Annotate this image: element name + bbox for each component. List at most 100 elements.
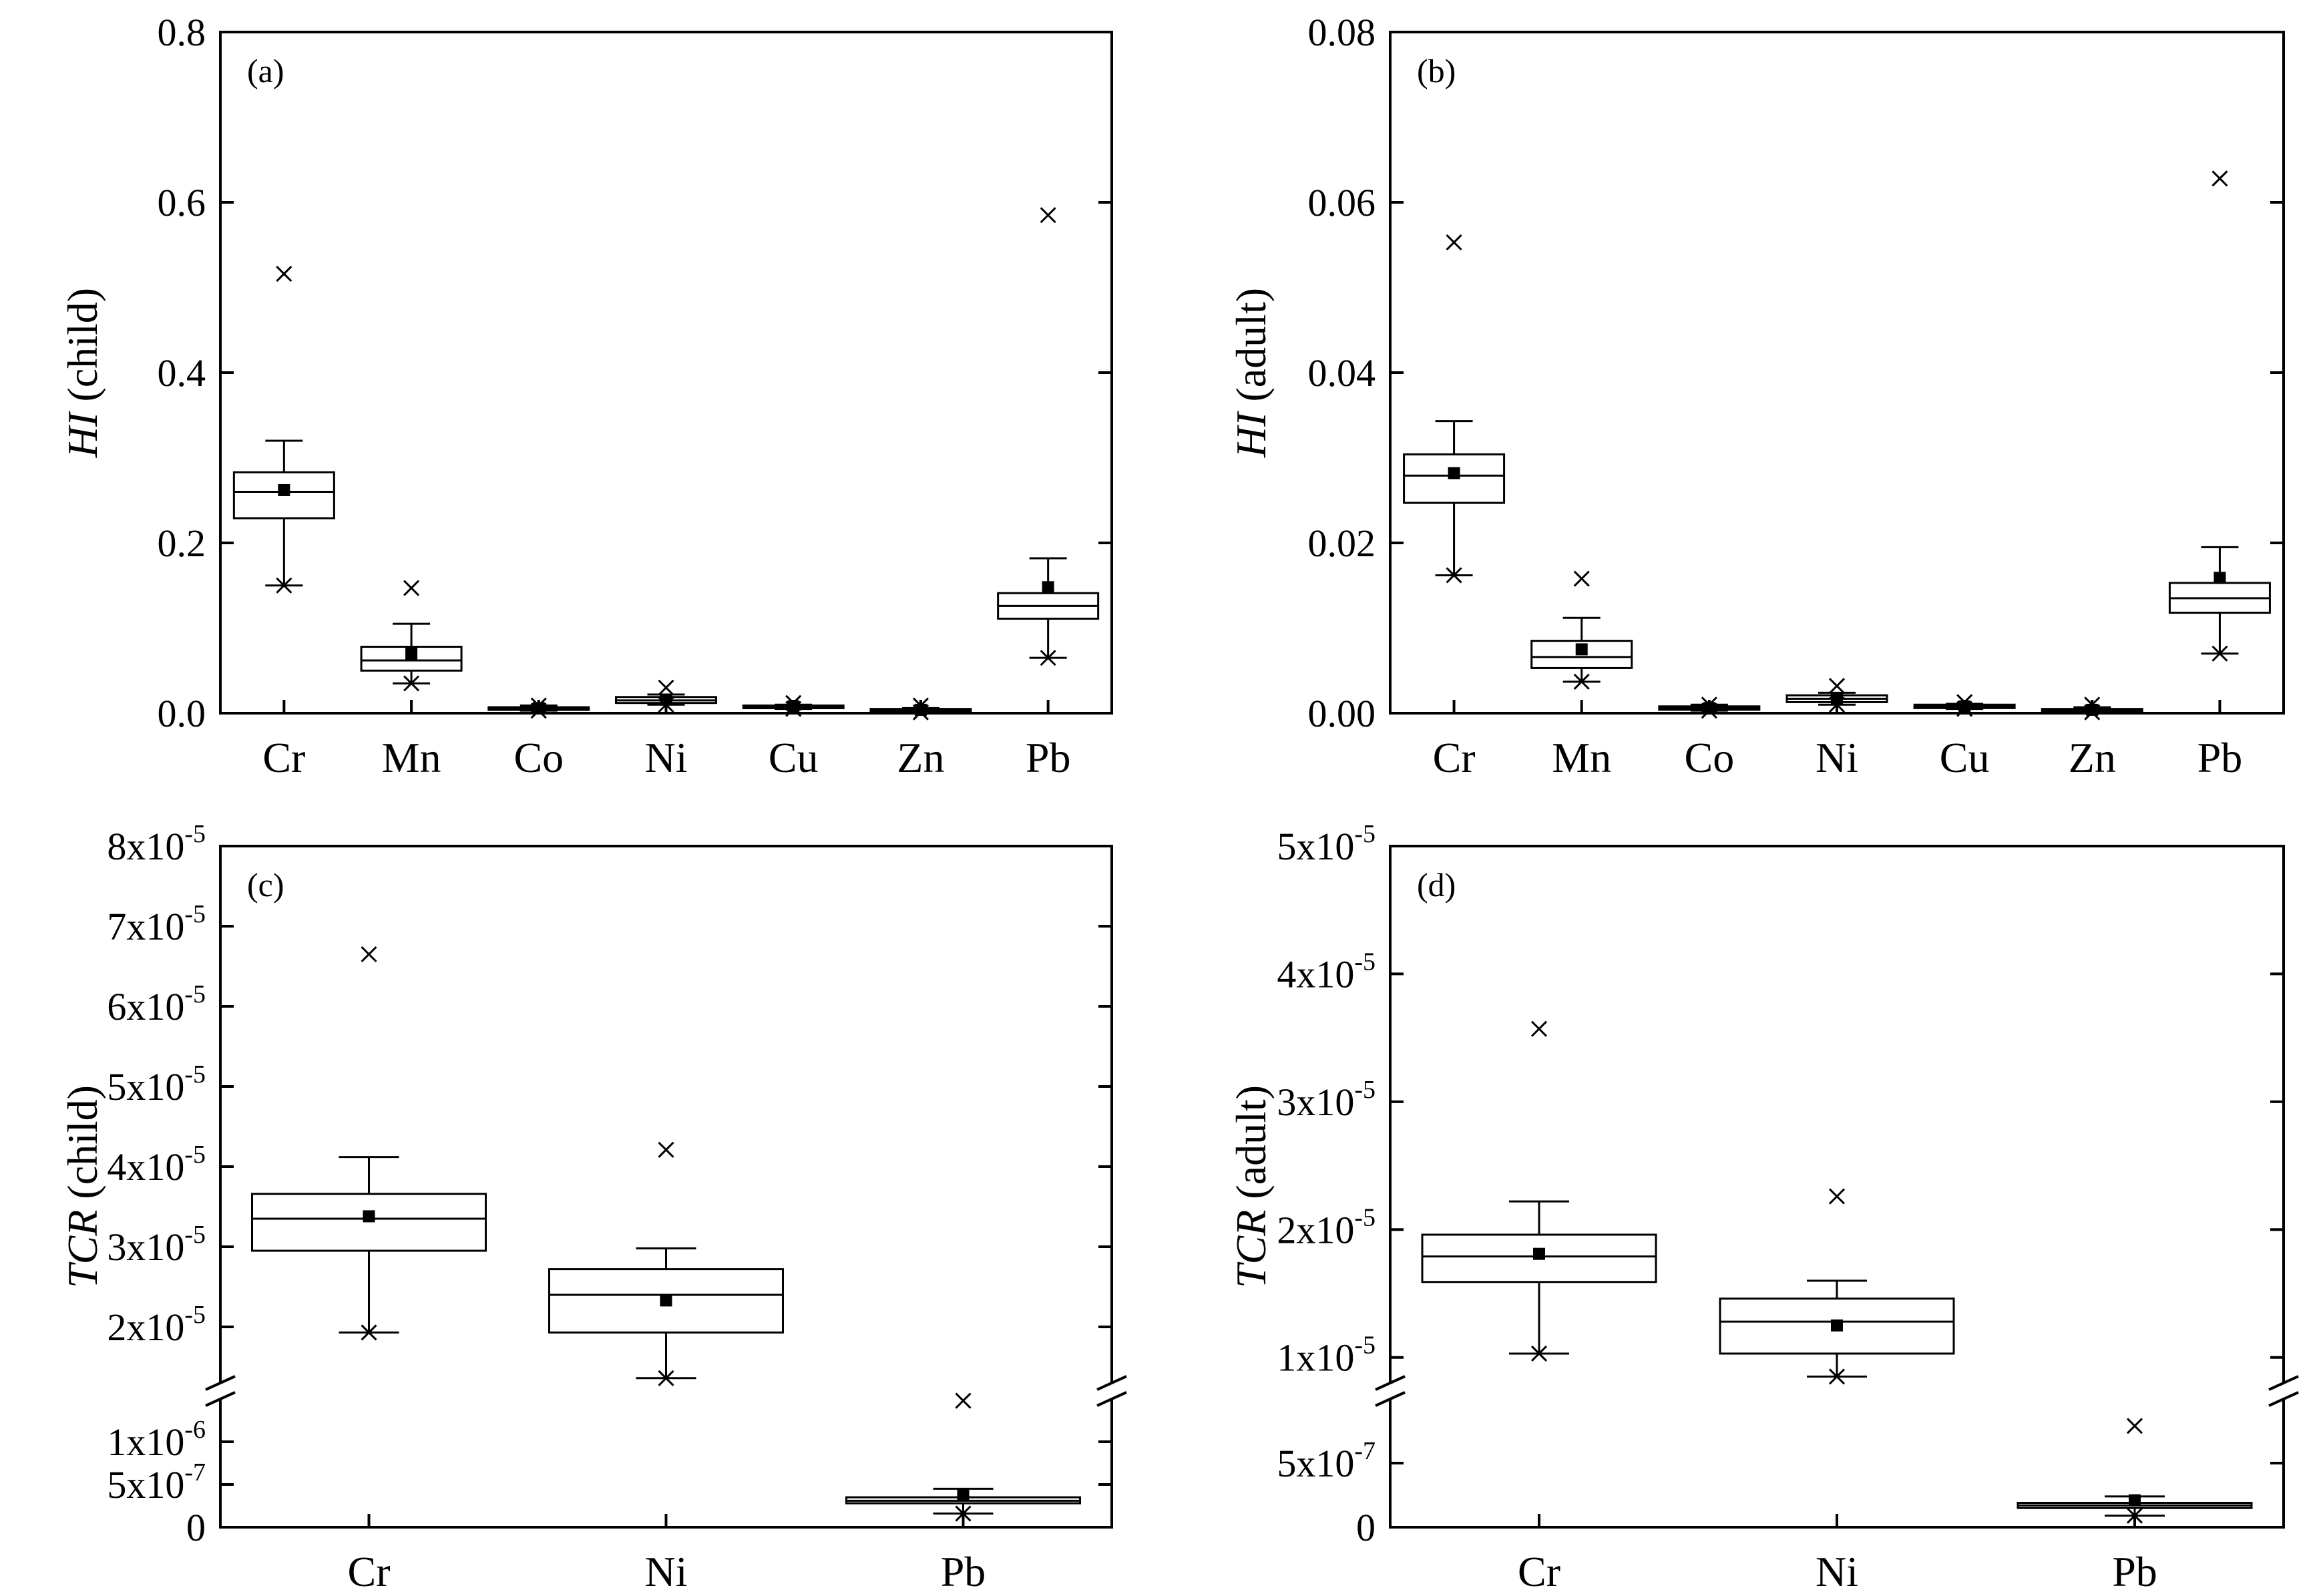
box-pb (2017, 1418, 2253, 1524)
plot-frame (1389, 845, 2285, 1529)
axis-break-mark-left-1 (205, 1375, 236, 1391)
box-mean (532, 702, 545, 715)
x-tick-label: Zn (2069, 734, 2116, 781)
x-tick-label: Cu (1940, 734, 1990, 781)
x-tick-label: Cr (1433, 734, 1476, 781)
y-tick-label: 0.6 (158, 181, 206, 224)
y-tick-label: 1x10-6 (107, 1416, 206, 1464)
x-tick-label: Pb (2197, 734, 2243, 781)
x-tick-label: Cu (769, 734, 819, 781)
box-max-marker-b (912, 697, 929, 714)
box-min-marker-b (955, 1505, 972, 1522)
box-max-marker-b (361, 946, 377, 963)
box-mean (957, 1488, 970, 1501)
box-min-marker-b (912, 704, 929, 721)
box-zn (869, 697, 972, 721)
y-tick-label: 0.04 (1308, 351, 1376, 395)
x-tick-label: Ni (645, 734, 688, 781)
box-mean (914, 703, 927, 716)
box-ni (615, 679, 717, 713)
y-axis-title: HI (adult) (1227, 288, 1275, 458)
box-mn (1530, 570, 1633, 690)
box-mean (1042, 581, 1054, 594)
box-mean (660, 1294, 672, 1307)
y-tick-label: 0.08 (1308, 11, 1376, 54)
box-cr (1403, 234, 1506, 584)
x-tick-label: Ni (1816, 734, 1858, 781)
y-tick-label: 6x10-5 (107, 980, 206, 1028)
y-axis-title: HI (child) (59, 288, 106, 458)
box-min-marker-b (1701, 703, 1717, 719)
box-mean (2213, 572, 2226, 584)
box-mean (1831, 692, 1843, 705)
axis-break-mark-left-2 (1375, 1391, 1406, 1407)
y-tick-label: 0 (1356, 1506, 1376, 1549)
box-min-marker-b (658, 1370, 674, 1386)
box-cu (1913, 694, 2016, 717)
axis-break-gap-left (1386, 1383, 1395, 1399)
box-min-marker-b (276, 577, 292, 594)
x-tick-label: Ni (645, 1548, 688, 1595)
x-tick-label: Pb (941, 1548, 986, 1595)
box-cr (1421, 1020, 1657, 1362)
x-tick-label: Ni (1816, 1548, 1858, 1595)
box-max-marker-b (2211, 170, 2228, 187)
box-co (1658, 696, 1761, 719)
box-max-marker-b (785, 694, 802, 711)
box-min-marker-b (2211, 645, 2228, 662)
box-mean (363, 1210, 375, 1223)
box-cu (742, 694, 845, 717)
box-min-marker-b (1828, 1368, 1846, 1385)
box-mean (278, 483, 290, 496)
box-max-marker-b (1828, 678, 1846, 694)
panel-label: (d) (1417, 866, 1456, 904)
x-tick-label: Mn (1552, 734, 1611, 781)
panel-label: (a) (247, 52, 284, 89)
box-co (487, 697, 590, 719)
box-max-marker-b (1701, 696, 1717, 713)
box-max-marker-b (1446, 234, 1462, 250)
box-max-marker-b (658, 1141, 674, 1158)
y-tick-label: 0.02 (1308, 522, 1376, 565)
box-max-marker-b (403, 580, 420, 596)
box-pb (845, 1392, 1081, 1522)
y-axis-title: TCR (child) (59, 1085, 106, 1288)
box-max-marker-b (2126, 1418, 2143, 1434)
x-tick-label: Cr (262, 734, 305, 781)
x-tick-label: Cr (1518, 1548, 1560, 1595)
box-min-marker-b (658, 696, 674, 713)
box-mean (2129, 1494, 2141, 1507)
box-min-marker-b (2126, 1507, 2143, 1524)
axis-break-mark-right-2 (1096, 1391, 1127, 1407)
y-tick-label: 3x10-5 (107, 1221, 206, 1269)
chart-panel-d: 0 5x10-7 1x10-5 2x10-5 3x10-5 4x10-5 5x10-5 TCR… (1227, 820, 2299, 1595)
y-tick-label: 4x10-5 (1277, 948, 1376, 996)
y-tick-label: 0 (186, 1506, 206, 1549)
box-min-marker-b (1573, 673, 1590, 690)
box-max-marker-b (276, 266, 292, 282)
panel-label: (c) (247, 866, 284, 904)
panel-label: (b) (1417, 52, 1456, 89)
box-max-marker-b (658, 679, 674, 696)
box-max-marker-b (1828, 1188, 1846, 1205)
axis-break-gap-right (2279, 1383, 2288, 1399)
y-tick-label: 5x10-5 (107, 1060, 206, 1109)
box-mean (1831, 1319, 1843, 1332)
box-mean (1448, 467, 1460, 479)
y-tick-label: 0.0 (158, 692, 206, 735)
box-max-marker-b (1040, 207, 1056, 224)
axis-break-mark-right-1 (1096, 1375, 1127, 1391)
box-mean (1575, 643, 1588, 656)
axis-break-mark-left-1 (1375, 1375, 1406, 1391)
box-cr (232, 266, 335, 594)
x-tick-label: Pb (1026, 734, 1071, 781)
x-tick-label: Pb (2112, 1548, 2157, 1595)
y-tick-label: 8x10-5 (107, 820, 206, 868)
box-min-marker-b (1956, 701, 1973, 717)
box-mn (360, 580, 463, 692)
x-tick-label: Co (513, 734, 564, 781)
y-tick-label: 5x10-7 (107, 1458, 206, 1507)
box-max-marker-b (530, 697, 547, 714)
box-mean (1958, 700, 1971, 713)
